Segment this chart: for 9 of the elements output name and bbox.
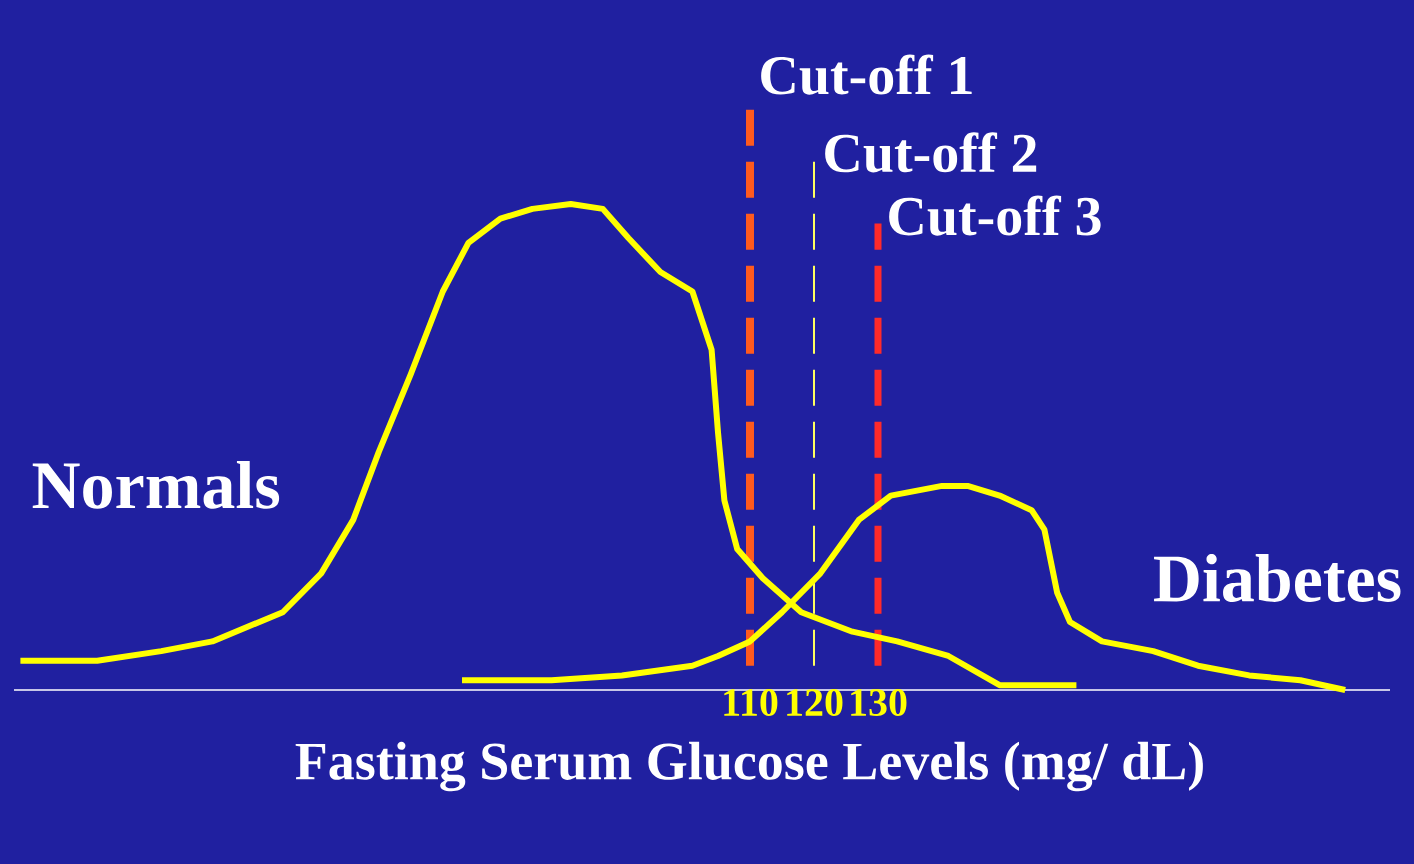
- x-axis-title: Fasting Serum Glucose Levels (mg/ dL): [295, 741, 1203, 792]
- ref-line-label: Cut-off 2: [825, 132, 1037, 173]
- x-tick-label: 120: [787, 689, 843, 717]
- ref-line-label: Cut-off 1: [761, 54, 972, 95]
- series-label: Diabetes: [1154, 554, 1401, 602]
- series-label: Normals: [32, 460, 280, 509]
- x-tick-label: 110: [724, 689, 778, 717]
- ref-line-label: Cut-off 3: [889, 195, 1101, 236]
- x-tick-label: 130: [851, 689, 907, 717]
